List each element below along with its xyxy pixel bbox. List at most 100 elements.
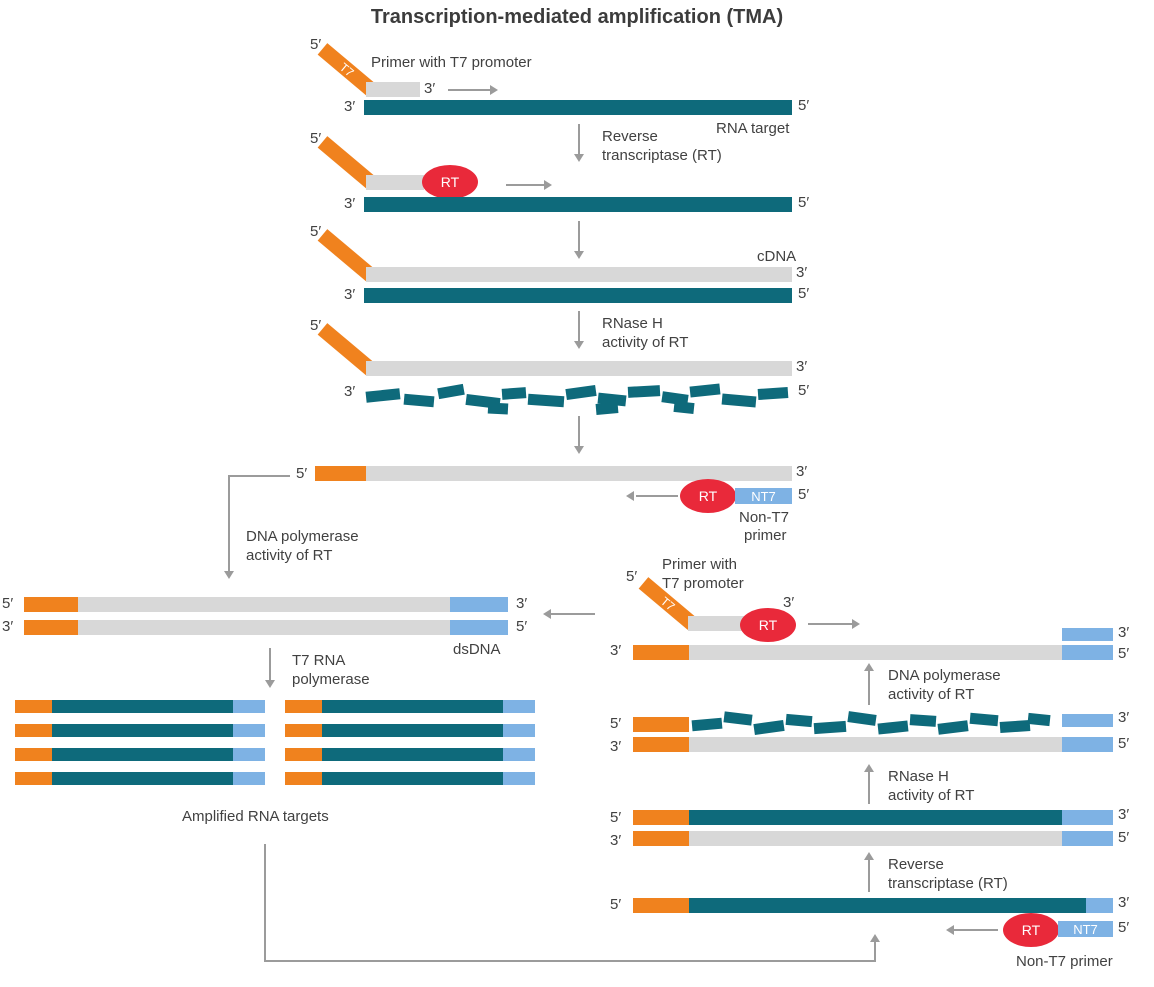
arrow-left-icon — [543, 609, 551, 619]
prime-label: 5′ — [610, 896, 622, 913]
non-t7-primer-label: Non-T7 — [739, 509, 790, 526]
prime-label: 3′ — [610, 832, 622, 849]
amplified-rna-label: Amplified RNA targets — [182, 808, 329, 825]
t7-rna-polymerase-label: polymerase — [292, 671, 370, 688]
rna-segment-teal — [322, 748, 503, 761]
cdna-bar — [689, 645, 1062, 660]
prime-label: 5′ — [310, 223, 322, 240]
rna-fragment — [487, 402, 509, 415]
prime-label: 5′ — [798, 194, 810, 211]
arrow-down-icon — [224, 571, 234, 579]
arrow-up-icon — [864, 852, 874, 860]
cdna-bar — [689, 737, 1062, 752]
promoter-segment — [633, 831, 689, 846]
prime-label: 3′ — [1118, 806, 1130, 823]
rna-segment-teal — [52, 748, 233, 761]
arrow-left-icon — [946, 925, 954, 935]
prime-label: 5′ — [1118, 829, 1130, 846]
flow-arrow-line — [868, 860, 870, 892]
prime-label: 5′ — [310, 317, 322, 334]
primer-bar — [366, 175, 424, 190]
rna-fragment — [673, 400, 695, 415]
rna-segment-blue — [233, 748, 265, 761]
rna-segment-teal — [322, 700, 503, 713]
arrow-right-icon — [852, 619, 860, 629]
prime-label: 5′ — [798, 382, 810, 399]
rna-segment-blue — [503, 772, 535, 785]
dsdna-label: dsDNA — [453, 641, 501, 658]
rt-label: RT — [1021, 922, 1041, 938]
rna-fragment — [909, 714, 937, 727]
rna-target-bar — [364, 288, 792, 303]
extension-arrow-line — [808, 623, 852, 625]
rna-segment-orange — [15, 724, 52, 737]
rt-label: RT — [758, 617, 778, 633]
rna-fragment — [565, 384, 597, 401]
rna-segment-orange — [285, 724, 322, 737]
prime-label: 5′ — [310, 130, 322, 147]
non-t7-primer-bar: NT7 — [1058, 921, 1113, 937]
rna-fragment — [757, 386, 789, 401]
rna-fragment — [691, 717, 723, 732]
rna-fragment — [437, 383, 465, 400]
prime-label: 5′ — [798, 97, 810, 114]
prime-label: 3′ — [344, 195, 356, 212]
amplified-rna-row — [15, 700, 265, 713]
extension-arrow-line — [448, 89, 490, 91]
rna-segment-blue — [233, 700, 265, 713]
rna-target-bar — [364, 100, 792, 115]
amplified-rna-row — [285, 700, 535, 713]
flow-arrow-line — [578, 311, 580, 343]
nt7-segment — [1086, 898, 1113, 913]
connector-line — [228, 475, 230, 573]
prime-label: 3′ — [2, 618, 14, 635]
rna-segment-blue — [503, 724, 535, 737]
rna-fragment — [627, 385, 661, 398]
primer-with-t7-label: Primer with T7 promoter — [371, 54, 532, 71]
promoter-segment — [633, 645, 689, 660]
flow-arrow-line — [868, 671, 870, 705]
primer-bar — [366, 82, 420, 97]
rt-enzyme: RT — [680, 479, 736, 513]
rt-enzyme: RT — [740, 608, 796, 642]
primer-with-t7-label: Primer with — [662, 556, 738, 573]
nt7-label: NT7 — [1073, 921, 1098, 937]
amplified-rna-row — [15, 748, 265, 761]
rna-segment-teal — [52, 700, 233, 713]
prime-label: 5′ — [2, 595, 14, 612]
rt-enzyme: RT — [422, 165, 478, 199]
prime-label: 3′ — [344, 286, 356, 303]
arrow-down-icon — [574, 154, 584, 162]
cdna-bar — [689, 831, 1062, 846]
rnase-h-label: RNase H — [888, 768, 949, 785]
t7-promoter-segment — [315, 466, 366, 481]
reverse-transcriptase-label: transcriptase (RT) — [888, 875, 1008, 892]
nt7-segment — [1062, 831, 1113, 846]
reverse-transcriptase-label: transcriptase (RT) — [602, 147, 722, 164]
rt-label: RT — [440, 174, 460, 190]
connector-line — [228, 475, 290, 477]
flow-arrow-line — [578, 221, 580, 253]
prime-label: 3′ — [424, 80, 436, 97]
cdna-bar — [366, 466, 792, 481]
rna-segment-teal — [322, 724, 503, 737]
prime-label: 5′ — [1118, 645, 1130, 662]
t7-label: T7 — [337, 59, 357, 80]
flow-arrow-line — [578, 416, 580, 448]
dna-polymerase-label: DNA polymerase — [888, 667, 1001, 684]
rna-fragment — [403, 393, 435, 408]
arrow-down-icon — [574, 341, 584, 349]
dsdna-nt7-segment — [450, 597, 508, 612]
promoter-segment — [633, 810, 689, 825]
prime-label: 3′ — [344, 98, 356, 115]
prime-label: 3′ — [516, 595, 528, 612]
arrow-up-icon — [864, 764, 874, 772]
connector-line — [551, 613, 595, 615]
promoter-segment — [633, 898, 689, 913]
rna-segment-teal — [322, 772, 503, 785]
rna-fragment — [813, 720, 847, 735]
cdna-label: cDNA — [757, 248, 797, 265]
prime-label: 5′ — [610, 715, 622, 732]
prime-label: 5′ — [516, 618, 528, 635]
